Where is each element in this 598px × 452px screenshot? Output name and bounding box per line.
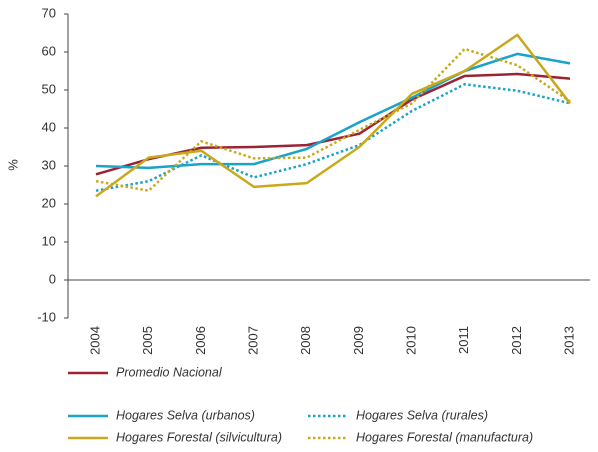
series-line bbox=[95, 33, 571, 198]
x-tick-label: 2007 bbox=[245, 326, 260, 355]
legend-label: Hogares Forestal (manufactura) bbox=[356, 430, 533, 444]
y-tick-label: 40 bbox=[42, 119, 56, 134]
x-tick-label: 2009 bbox=[351, 326, 366, 355]
series-line bbox=[95, 52, 571, 170]
y-tick-label: 0 bbox=[49, 271, 56, 286]
series-line bbox=[95, 83, 571, 192]
y-tick-label: 30 bbox=[42, 157, 56, 172]
y-tick-label: 20 bbox=[42, 195, 56, 210]
legend-label: Hogares Selva (urbanos) bbox=[116, 408, 255, 422]
x-tick-label: 2006 bbox=[193, 326, 208, 355]
x-tick-label: 2010 bbox=[403, 326, 418, 355]
x-tick-label: 2012 bbox=[509, 326, 524, 355]
legend-label: Hogares Selva (rurales) bbox=[356, 408, 488, 422]
x-tick-label: 2008 bbox=[298, 326, 313, 355]
y-tick-label: 10 bbox=[42, 233, 56, 248]
legend-label: Promedio Nacional bbox=[116, 365, 223, 379]
y-tick-label: -10 bbox=[37, 309, 56, 324]
y-axis-label: % bbox=[5, 159, 20, 171]
x-tick-label: 2013 bbox=[561, 326, 576, 355]
y-tick-label: 60 bbox=[42, 43, 56, 58]
x-tick-label: 2004 bbox=[87, 326, 102, 355]
y-tick-label: 50 bbox=[42, 81, 56, 96]
y-tick-label: 70 bbox=[42, 5, 56, 20]
legend-label: Hogares Forestal (silvicultura) bbox=[116, 430, 282, 444]
x-tick-label: 2005 bbox=[140, 326, 155, 355]
series-line bbox=[95, 47, 571, 192]
x-tick-label: 2011 bbox=[456, 326, 471, 354]
